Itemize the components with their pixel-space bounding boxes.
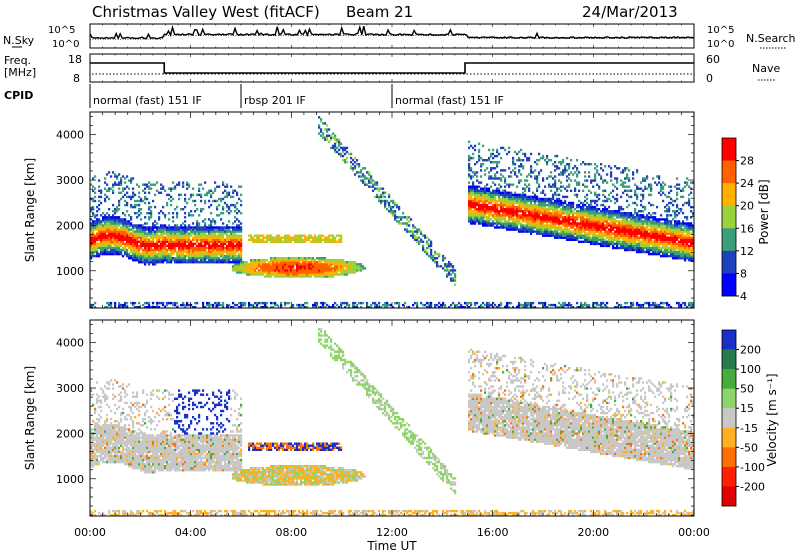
colorbar-tick-label: -100 [740,461,765,474]
colorbar-swatch [722,330,736,350]
colorbar-tick-label: -50 [740,441,758,454]
nsky-label: N.Sky [3,34,35,47]
velocity-colorbar-label: Velocity [m s⁻¹] [765,373,779,466]
velocity-heatmap-cells [90,328,695,517]
cpid-label: CPID [4,89,33,102]
colorbar-swatch [722,408,736,429]
colorbar-swatch [722,138,736,161]
range-tick-label: 1000 [56,473,84,486]
nave-label: Nave [752,62,780,75]
colorbar-tick-label: 16 [740,222,754,235]
range-tick-label: 4000 [56,129,84,142]
colorbar-tick-label: 28 [740,155,754,168]
noise-panel: N.Sky N.Search 10^5 10^0 10^5 10^0 [3,23,796,50]
noise-top-right-label: 10^5 [707,25,734,36]
station-title: Christmas Valley West (fitACF) [92,3,320,21]
freq-panel-frame [89,53,695,83]
freq-label: Freq. [4,54,31,67]
x-tick-label: 00:00 [74,526,106,539]
noise-bottom-right-label: 10^0 [707,39,734,50]
colorbar-swatch [722,160,736,184]
colorbar-tick-label: 50 [740,383,754,396]
velocity-panel: 1000 2000 3000 4000 Slant Range [km] 200 100… [23,319,779,517]
colorbar-swatch [722,466,736,487]
colorbar-swatch [722,427,736,448]
colorbar-tick-label: 20 [740,200,754,213]
x-tick-label: 00:00 [678,526,710,539]
colorbar-swatch [722,273,736,297]
colorbar-tick-label: 12 [740,245,754,258]
colorbar-tick-label: 15 [740,402,754,415]
colorbar-swatch [722,205,736,229]
x-axis-ticklabels: 00:00 04:00 08:00 12:00 16:00 20:00 00:00 [74,526,710,539]
freq-line [90,62,694,74]
freq-top-label: 18 [68,53,82,66]
colorbar-tick-label: -200 [740,480,765,493]
colorbar-tick-label: -15 [740,422,758,435]
cpid-row: CPID normal (fast) 151 IF rbsp 201 IF norm… [4,84,504,108]
x-tick-label: 04:00 [175,526,207,539]
beam-title: Beam 21 [346,3,413,21]
date-title: 24/Mar/2013 [582,3,678,21]
colorbar-swatch [722,250,736,274]
noise-top-label: 10^5 [48,25,75,36]
colorbar-swatch [722,228,736,252]
freq-bottom-label: 8 [73,72,80,85]
nave-top-label: 60 [706,53,720,66]
x-tick-label: 12:00 [376,526,408,539]
freq-unit-label: [MHz] [4,66,36,79]
colorbar-swatch [722,349,736,370]
colorbar-swatch [722,486,736,507]
range-tick-label: 3000 [56,174,84,187]
x-tick-label: 20:00 [577,526,609,539]
range-tick-label: 2000 [56,427,84,440]
cpid-segment-label: normal (fast) 151 IF [395,94,504,107]
power-colorbar-label: Power [dB] [757,179,771,244]
colorbar-tick-label: 8 [740,267,747,280]
range-tick-label: 3000 [56,382,84,395]
velocity-ylabel: Slant Range [km] [23,366,37,470]
colorbar-tick-label: 24 [740,177,754,190]
colorbar-tick-label: 4 [740,290,747,303]
power-ylabel: Slant Range [km] [23,158,37,262]
colorbar-swatch [722,183,736,206]
colorbar-frame [721,137,737,297]
noise-sky-line [89,24,695,41]
colorbar-swatch [722,447,736,468]
range-tick-label: 1000 [56,265,84,278]
x-tick-label: 16:00 [477,526,509,539]
cpid-segment-label: normal (fast) 151 IF [93,94,202,107]
freq-panel: Freq. [MHz] 18 8 60 0 Nave [4,53,780,85]
power-heatmap-cells [90,116,695,309]
range-tick-label: 2000 [56,219,84,232]
colorbar-frame [721,329,737,507]
colorbar-tick-label: 200 [740,344,761,357]
nsearch-label: N.Search [746,32,796,45]
nave-bottom-label: 0 [706,72,713,85]
noise-bottom-label: 10^0 [52,39,79,50]
colorbar-swatch [722,388,736,409]
x-tick-label: 08:00 [275,526,307,539]
power-panel: 1000 2000 3000 4000 Slant Range [km] 28 24 20… [23,111,771,309]
cpid-segment-label: rbsp 201 IF [244,94,306,107]
x-axis-label: Time UT [366,539,417,553]
noise-search-line [90,35,694,40]
range-tick-label: 4000 [56,337,84,350]
colorbar-swatch [722,369,736,389]
colorbar-tick-label: 100 [740,363,761,376]
